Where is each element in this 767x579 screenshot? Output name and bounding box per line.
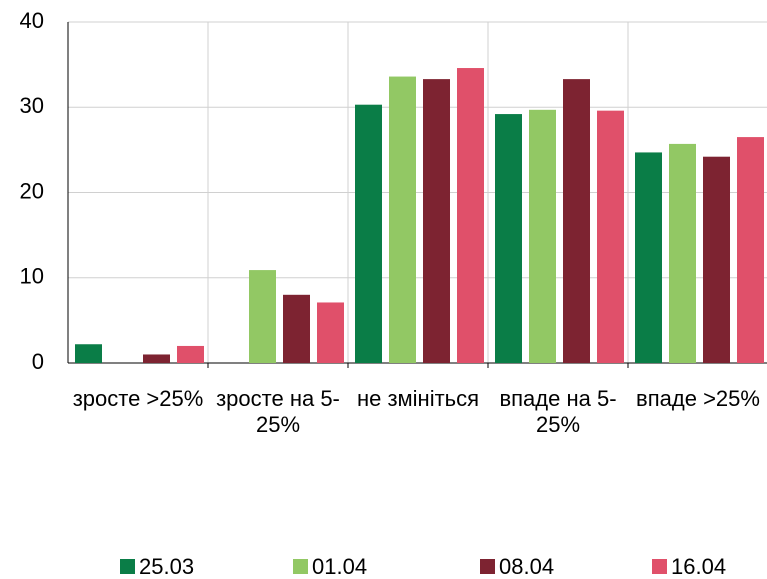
bar	[737, 137, 764, 363]
y-tick-label: 0	[32, 349, 44, 374]
x-tick-label: впаде >25%	[636, 386, 760, 411]
bar	[529, 109, 556, 364]
bar	[635, 152, 662, 363]
y-tick-label: 40	[20, 8, 44, 33]
y-tick-label: 20	[20, 178, 44, 203]
bar	[177, 345, 204, 363]
bar	[75, 344, 102, 363]
bar	[423, 79, 450, 364]
bar	[355, 104, 382, 363]
bar	[249, 270, 276, 363]
bar	[597, 110, 624, 363]
x-tick-label: впаде на 5-25%	[499, 386, 617, 437]
bar	[457, 68, 484, 363]
bar	[283, 294, 310, 363]
y-tick-label: 10	[20, 264, 44, 289]
y-tick-label: 30	[20, 93, 44, 118]
legend-swatch	[480, 559, 495, 574]
bar	[143, 354, 170, 363]
x-tick-label: не змініться	[356, 386, 480, 411]
legend-label: 08.04	[499, 554, 554, 579]
x-tick-label: зросте на 5-25%	[216, 386, 340, 437]
legend-label: 01.04	[312, 554, 367, 579]
legend-label: 16.04	[671, 554, 726, 579]
legend-swatch	[120, 559, 135, 574]
bar	[317, 302, 344, 363]
bar	[669, 143, 696, 363]
bar	[563, 79, 590, 364]
bar	[389, 76, 416, 363]
x-tick-label: зросте >25%	[72, 386, 204, 411]
bar	[703, 156, 730, 363]
bar	[495, 114, 522, 363]
legend-swatch	[293, 559, 308, 574]
legend-label: 25.03	[139, 554, 194, 579]
legend-swatch	[652, 559, 667, 574]
